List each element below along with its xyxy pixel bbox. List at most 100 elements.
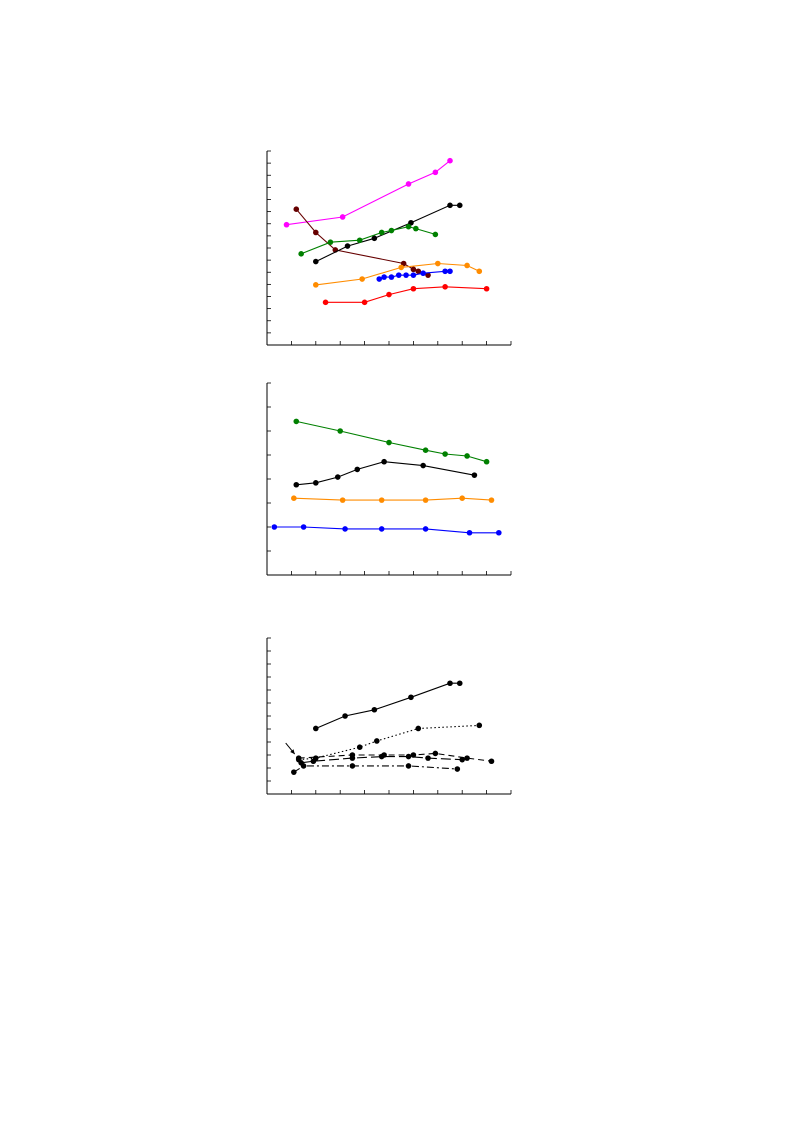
data-point xyxy=(422,526,429,532)
data-point xyxy=(464,262,470,269)
data-point xyxy=(371,706,378,713)
data-point xyxy=(488,497,495,503)
chart-panel-top xyxy=(266,150,512,346)
data-point xyxy=(432,231,439,238)
series-line xyxy=(296,461,475,486)
data-point xyxy=(464,453,470,459)
series-line xyxy=(315,682,460,730)
data-point xyxy=(454,766,461,772)
data-point xyxy=(334,474,341,480)
series-3 xyxy=(313,202,463,265)
data-point xyxy=(432,750,439,757)
arrow-head xyxy=(290,749,295,755)
data-point xyxy=(313,725,319,732)
data-point xyxy=(386,439,392,446)
data-point xyxy=(378,753,385,760)
data-point xyxy=(300,524,307,530)
data-point xyxy=(466,529,473,536)
data-point xyxy=(339,497,346,503)
series-line xyxy=(286,160,451,226)
data-point xyxy=(420,270,426,277)
data-point xyxy=(410,752,417,758)
data-point xyxy=(425,755,431,761)
data-point xyxy=(291,769,297,775)
data-point xyxy=(374,738,380,744)
data-point xyxy=(405,753,412,760)
data-point xyxy=(349,763,356,769)
data-point xyxy=(356,744,363,750)
data-point xyxy=(447,680,453,687)
series-5 xyxy=(298,753,466,766)
data-point xyxy=(313,282,319,288)
data-point xyxy=(459,495,466,502)
data-point xyxy=(420,462,426,469)
data-point xyxy=(310,758,317,765)
series-5 xyxy=(313,260,483,288)
series-1 xyxy=(283,157,453,228)
data-point xyxy=(342,713,348,719)
data-point xyxy=(447,157,453,164)
series-line xyxy=(293,765,458,773)
data-point xyxy=(313,480,319,486)
data-point xyxy=(464,755,470,761)
data-point xyxy=(483,458,490,465)
data-point xyxy=(456,680,463,687)
data-point xyxy=(322,299,329,306)
data-point xyxy=(488,758,495,765)
data-point xyxy=(381,274,387,280)
data-point xyxy=(422,497,429,503)
data-point xyxy=(432,169,439,176)
series-line xyxy=(274,526,499,534)
data-point xyxy=(293,206,300,212)
data-point xyxy=(361,299,368,306)
data-point xyxy=(298,760,304,766)
data-point xyxy=(447,268,453,275)
data-point xyxy=(359,276,365,282)
series-3 xyxy=(291,495,495,503)
data-point xyxy=(313,229,319,236)
data-point xyxy=(442,451,448,457)
data-point xyxy=(422,447,429,454)
data-point xyxy=(413,225,419,232)
data-point xyxy=(415,725,422,732)
data-point xyxy=(356,237,363,244)
data-point xyxy=(378,229,385,236)
series-1 xyxy=(293,418,490,465)
data-point xyxy=(342,526,348,532)
series-2 xyxy=(293,458,478,488)
data-point xyxy=(283,221,290,228)
data-point xyxy=(425,272,431,278)
series-3 xyxy=(295,750,495,765)
chart-panel-middle xyxy=(266,382,512,576)
data-point xyxy=(459,756,466,763)
data-point xyxy=(381,458,387,465)
series-6 xyxy=(376,268,453,282)
data-point xyxy=(291,495,297,502)
series-7 xyxy=(322,284,490,306)
data-point xyxy=(410,272,417,278)
data-point xyxy=(293,418,300,425)
data-point xyxy=(298,251,304,257)
data-point xyxy=(378,526,385,532)
data-point xyxy=(313,258,319,265)
series-line xyxy=(325,286,487,303)
data-point xyxy=(456,202,463,209)
data-point xyxy=(403,272,409,278)
data-point xyxy=(483,285,490,292)
data-point xyxy=(337,428,344,434)
data-point xyxy=(410,285,417,292)
data-point xyxy=(442,268,448,275)
data-point xyxy=(476,722,483,729)
data-point xyxy=(327,239,334,245)
series-4 xyxy=(298,223,439,257)
data-point xyxy=(339,214,346,220)
data-point xyxy=(435,260,441,267)
annotation-arrow xyxy=(285,742,296,755)
data-point xyxy=(349,755,356,761)
data-point xyxy=(415,268,422,275)
data-point xyxy=(386,291,392,298)
data-point xyxy=(410,266,417,273)
series-4 xyxy=(291,763,461,775)
